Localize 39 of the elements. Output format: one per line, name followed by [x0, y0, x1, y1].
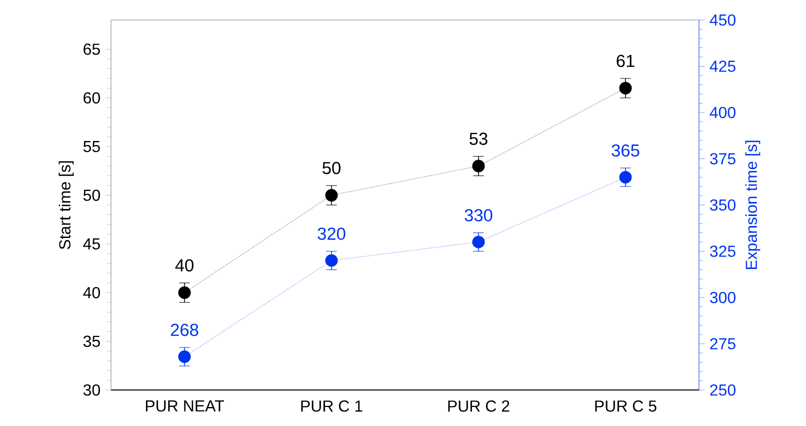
data-label: 40: [175, 259, 194, 272]
y2-tick-label: 450: [710, 14, 736, 26]
y-tick-label: 40: [83, 286, 100, 298]
y-tick-label: 45: [83, 238, 100, 250]
point: [472, 160, 485, 172]
y2-tick-label: 325: [710, 246, 736, 257]
y2-tick-label: 400: [710, 106, 736, 118]
data-label: 61: [616, 54, 634, 68]
y2-tick-label: 350: [710, 199, 736, 211]
point: [178, 350, 191, 363]
y2-tick-label: 375: [710, 153, 736, 164]
data-label: 320: [318, 228, 346, 240]
y-tick-label: 65: [84, 44, 100, 55]
data-label: 365: [612, 144, 640, 157]
y2-tick-label: 275: [710, 338, 736, 350]
y2-tick-label: 425: [710, 60, 736, 72]
point: [619, 170, 632, 184]
point: [619, 82, 632, 94]
x-tick-label: PUR C 2: [448, 400, 510, 412]
y-tick-label: 50: [83, 190, 100, 201]
data-label: 53: [470, 132, 488, 145]
x-tick-label: PUR NEAT: [146, 400, 224, 412]
point: [472, 236, 485, 248]
y2-tick-label: 300: [710, 292, 736, 304]
y2-tick-label: 250: [710, 384, 736, 396]
point: [178, 286, 191, 299]
data-label: 268: [170, 324, 198, 336]
data-label: 50: [322, 162, 340, 174]
y-tick-label: 35: [83, 336, 100, 347]
y2-axis-title: Expansion time [s]: [745, 140, 760, 270]
y-tick-label: 55: [83, 141, 100, 152]
y-tick-label: 30: [83, 384, 100, 396]
point: [325, 254, 338, 267]
x-tick-label: PUR C 1: [301, 400, 362, 412]
y-axis-title: Start time [s]: [58, 161, 74, 250]
x-tick-label: PUR C 5: [595, 400, 656, 412]
point: [325, 188, 338, 202]
y-tick-label: 60: [84, 92, 100, 104]
data-label: 330: [464, 209, 492, 222]
